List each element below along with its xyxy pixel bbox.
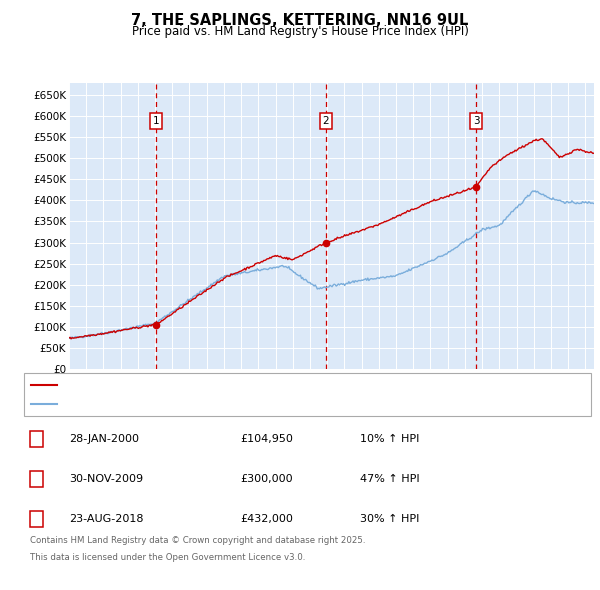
Text: £432,000: £432,000 (240, 514, 293, 524)
Text: 2: 2 (323, 116, 329, 126)
Text: 28-JAN-2000: 28-JAN-2000 (69, 434, 139, 444)
Text: This data is licensed under the Open Government Licence v3.0.: This data is licensed under the Open Gov… (30, 553, 305, 562)
Text: 1: 1 (153, 116, 160, 126)
Text: 3: 3 (33, 514, 40, 524)
Text: 23-AUG-2018: 23-AUG-2018 (69, 514, 143, 524)
Text: 7, THE SAPLINGS, KETTERING, NN16 9UL (detached house): 7, THE SAPLINGS, KETTERING, NN16 9UL (de… (63, 381, 370, 391)
Text: 7, THE SAPLINGS, KETTERING, NN16 9UL: 7, THE SAPLINGS, KETTERING, NN16 9UL (131, 13, 469, 28)
Text: 30-NOV-2009: 30-NOV-2009 (69, 474, 143, 484)
Text: 47% ↑ HPI: 47% ↑ HPI (360, 474, 419, 484)
Text: Price paid vs. HM Land Registry's House Price Index (HPI): Price paid vs. HM Land Registry's House … (131, 25, 469, 38)
Text: £104,950: £104,950 (240, 434, 293, 444)
Text: 30% ↑ HPI: 30% ↑ HPI (360, 514, 419, 524)
Text: 3: 3 (473, 116, 479, 126)
Text: 2: 2 (33, 474, 40, 484)
Text: HPI: Average price, detached house, North Northamptonshire: HPI: Average price, detached house, Nort… (63, 399, 383, 409)
Text: 1: 1 (33, 434, 40, 444)
Text: 10% ↑ HPI: 10% ↑ HPI (360, 434, 419, 444)
Text: £300,000: £300,000 (240, 474, 293, 484)
Text: Contains HM Land Registry data © Crown copyright and database right 2025.: Contains HM Land Registry data © Crown c… (30, 536, 365, 545)
